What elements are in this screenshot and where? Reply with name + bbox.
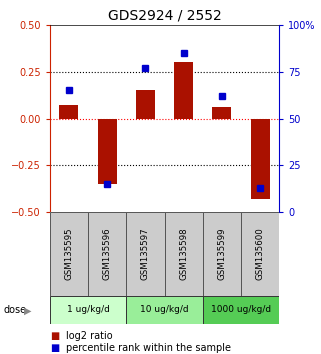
Text: 1000 ug/kg/d: 1000 ug/kg/d [211, 305, 271, 314]
Bar [212, 107, 231, 119]
Bar [251, 119, 270, 199]
Text: dose: dose [3, 305, 26, 315]
Text: log2 ratio: log2 ratio [66, 331, 112, 341]
Bar [88, 212, 126, 296]
Bar [126, 296, 203, 324]
Bar [136, 90, 155, 119]
Bar [174, 62, 193, 119]
Bar [98, 119, 117, 184]
Text: ▶: ▶ [24, 306, 31, 316]
Bar [59, 105, 78, 119]
Bar [203, 212, 241, 296]
Text: GSM135596: GSM135596 [103, 228, 112, 280]
Text: GSM135597: GSM135597 [141, 228, 150, 280]
Bar [50, 212, 88, 296]
Text: ■: ■ [50, 343, 59, 353]
Bar [164, 212, 203, 296]
Bar [241, 212, 279, 296]
Text: GSM135600: GSM135600 [256, 228, 265, 280]
Title: GDS2924 / 2552: GDS2924 / 2552 [108, 8, 221, 22]
Bar [126, 212, 164, 296]
Text: GSM135599: GSM135599 [217, 228, 226, 280]
Bar [50, 296, 126, 324]
Text: 10 ug/kg/d: 10 ug/kg/d [140, 305, 189, 314]
Text: GSM135598: GSM135598 [179, 228, 188, 280]
Text: 1 ug/kg/d: 1 ug/kg/d [66, 305, 109, 314]
Text: GSM135595: GSM135595 [65, 228, 74, 280]
Text: ■: ■ [50, 331, 59, 341]
Bar [203, 296, 279, 324]
Text: percentile rank within the sample: percentile rank within the sample [66, 343, 231, 353]
